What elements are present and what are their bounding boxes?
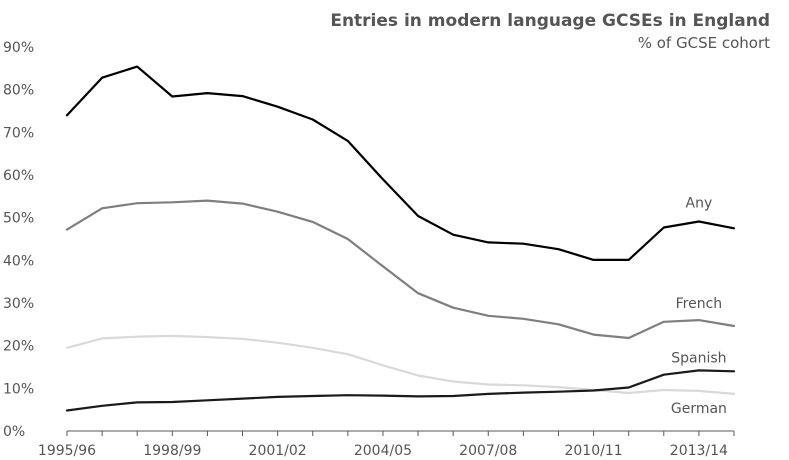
x-tick-label: 1998/99	[143, 443, 201, 459]
x-tick-label: 2004/05	[354, 443, 412, 459]
series-line-any	[65, 65, 736, 261]
series-label-german: German	[671, 401, 727, 417]
y-tick-label: 90%	[3, 40, 34, 56]
y-tick-label: 0%	[3, 424, 25, 440]
y-tick-label: 70%	[3, 125, 34, 141]
x-tick-label: 2001/02	[249, 443, 307, 459]
x-tick-label: 1995/96	[38, 443, 96, 459]
series-labels: Any French Spanish German	[671, 196, 727, 417]
chart-subtitle: % of GCSE cohort	[638, 34, 770, 52]
y-tick-label: 30%	[3, 296, 34, 312]
y-tick-label: 40%	[3, 253, 34, 269]
y-tick-label: 50%	[3, 211, 34, 227]
series-label-french: French	[676, 296, 723, 312]
series-line-spanish	[65, 369, 736, 412]
x-tick-label: 2010/11	[564, 443, 622, 459]
series-label-spanish: Spanish	[671, 350, 726, 366]
y-tick-label: 80%	[3, 83, 34, 99]
x-axis: 1995/96 1998/99 2001/02 2004/05 2007/08 2010/…	[38, 430, 735, 459]
y-tick-label: 10%	[3, 381, 34, 397]
y-tick-label: 20%	[3, 339, 34, 355]
series-label-any: Any	[686, 196, 713, 212]
series-line-german	[65, 334, 736, 395]
chart-title: Entries in modern language GCSEs in Engl…	[330, 11, 770, 31]
y-axis: 0% 10% 20% 30% 40% 50% 60% 70% 80% 90%	[3, 40, 34, 440]
series-line-french	[65, 199, 736, 340]
plot-area	[65, 65, 736, 412]
y-tick-label: 60%	[3, 168, 34, 184]
x-tick-label: 2013/14	[670, 443, 728, 459]
x-tick-label: 2007/08	[459, 443, 517, 459]
